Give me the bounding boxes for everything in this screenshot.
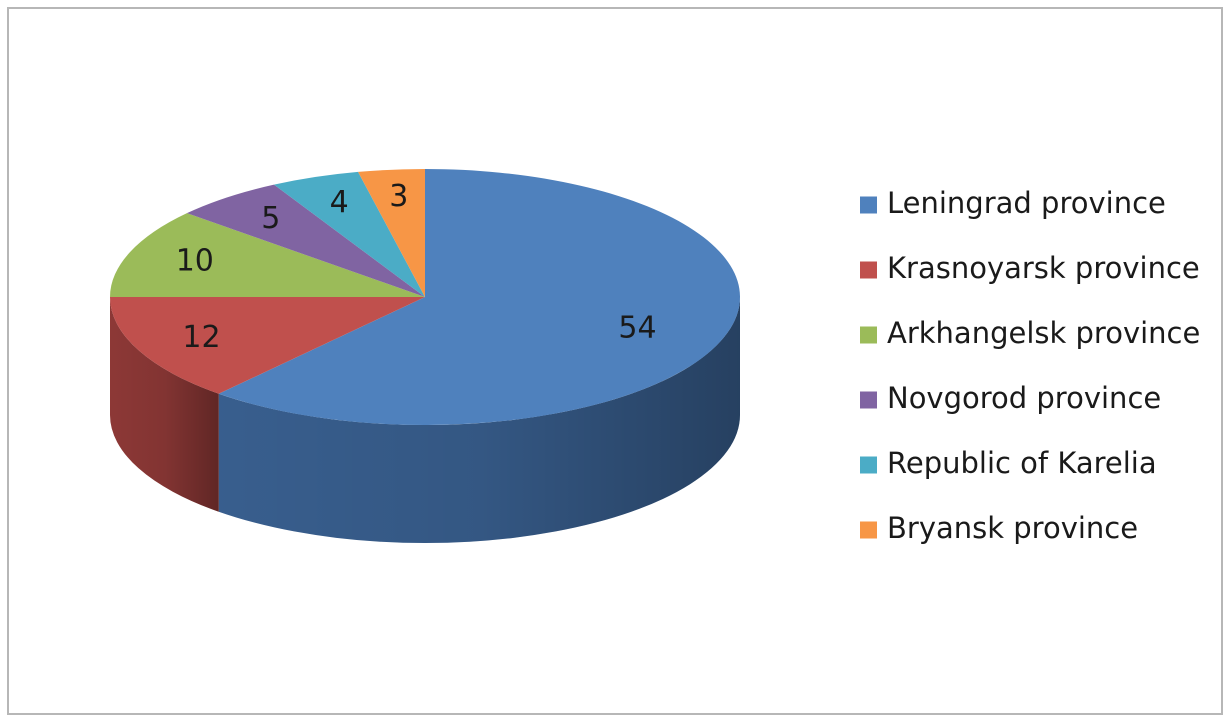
side-krasnoyarsk-province-shade <box>110 297 219 512</box>
legend-swatch <box>860 261 877 279</box>
slice-bryansk-province <box>358 169 425 297</box>
legend-swatch <box>860 326 877 344</box>
data-label-krasnoyarsk-province: 12 <box>182 320 220 355</box>
data-label-republic-of-karelia: 4 <box>330 185 349 220</box>
data-label-arkhangelsk-province: 10 <box>176 244 214 279</box>
side-leningrad-province-shade <box>218 297 741 544</box>
legend-item-leningrad-province: Leningrad province <box>860 186 1166 220</box>
legend-item-republic-of-karelia: Republic of Karelia <box>860 446 1157 480</box>
legend-item-bryansk-province: Bryansk province <box>860 511 1138 545</box>
legend-label: Arkhangelsk province <box>887 316 1200 350</box>
slice-novgorod-province <box>186 184 425 297</box>
legend-label: Novgorod province <box>887 381 1161 415</box>
slice-arkhangelsk-province <box>110 213 425 297</box>
legend-item-arkhangelsk-province: Arkhangelsk province <box>860 316 1200 350</box>
data-label-bryansk-province: 3 <box>389 179 408 214</box>
legend-swatch <box>860 196 877 214</box>
legend-swatch <box>860 391 877 409</box>
legend: Leningrad province Krasnoyarsk province Ar… <box>860 186 1200 545</box>
legend-swatch <box>860 456 877 474</box>
pie-sides <box>110 297 741 544</box>
legend-label: Bryansk province <box>887 511 1138 545</box>
legend-swatch <box>860 521 877 539</box>
legend-label: Leningrad province <box>887 186 1166 220</box>
slice-krasnoyarsk-province <box>110 297 425 394</box>
pie-tops <box>110 169 741 425</box>
legend-label: Krasnoyarsk province <box>887 251 1200 285</box>
slice-republic-of-karelia <box>274 171 425 297</box>
data-label-novgorod-province: 5 <box>261 201 280 236</box>
legend-item-novgorod-province: Novgorod province <box>860 381 1161 415</box>
data-label-leningrad-province: 54 <box>618 311 656 346</box>
slice-leningrad-province <box>218 169 741 425</box>
legend-label: Republic of Karelia <box>887 446 1157 480</box>
legend-item-krasnoyarsk-province: Krasnoyarsk province <box>860 251 1200 285</box>
